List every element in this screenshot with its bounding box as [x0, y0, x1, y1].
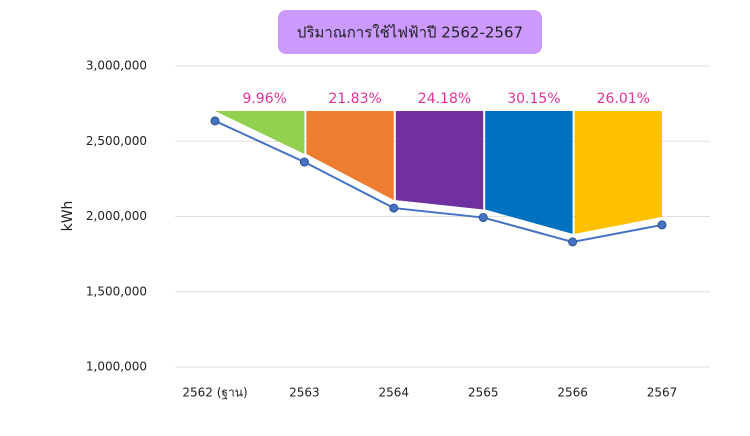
x-tick-label: 2567 [647, 386, 678, 400]
x-tick-label: 2563 [289, 386, 320, 400]
x-tick-label: 2565 [468, 386, 499, 400]
series-line [214, 120, 663, 243]
point [568, 237, 578, 247]
reduction-area [306, 111, 394, 201]
x-tick-label: 2562 (ฐาน) [182, 386, 247, 400]
reduction-label: 21.83% [328, 91, 381, 107]
point [299, 157, 309, 167]
point [210, 116, 220, 126]
reduction-area [574, 111, 662, 234]
reduction-area [395, 111, 484, 210]
point [657, 220, 667, 230]
y-tick-label: 3,000,000 [86, 59, 147, 73]
x-tick-label: 2564 [379, 386, 410, 400]
title-box [278, 10, 542, 54]
point [478, 213, 488, 223]
chart-title: ปริมาณการใช้ไฟฟ้าปี 2562-2567 [297, 24, 523, 42]
reduction-label: 26.01% [597, 91, 650, 107]
reduction-label: 24.18% [418, 91, 471, 107]
y-tick-label: 1,000,000 [86, 360, 147, 374]
y-tick-label: 1,500,000 [86, 284, 147, 298]
y-tick-label: 2,500,000 [86, 134, 147, 148]
reduction-label: 9.96% [242, 91, 286, 107]
point [389, 203, 399, 213]
reduction-label: 30.15% [507, 91, 560, 107]
reduction-area [215, 111, 305, 155]
reduction-area [485, 111, 573, 234]
y-axis-label: kWh [60, 201, 76, 232]
y-tick-label: 2,000,000 [86, 209, 147, 223]
x-tick-label: 2566 [557, 386, 588, 400]
